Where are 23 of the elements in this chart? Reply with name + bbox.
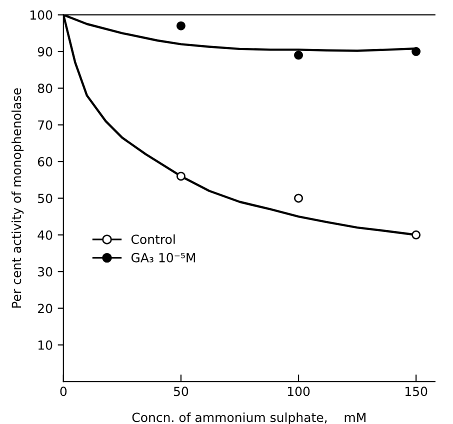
x-tick-label: 0 xyxy=(60,386,67,396)
point xyxy=(412,230,421,240)
legend-label: Control xyxy=(131,234,175,244)
x-tick-label: 100 xyxy=(288,386,310,396)
x-tick-label: 150 xyxy=(406,386,428,396)
y-tick-label: 70 xyxy=(38,120,52,130)
y-tick-label: 100 xyxy=(30,10,52,20)
x-tick-label: 50 xyxy=(174,386,188,396)
y-tick-label: 80 xyxy=(38,84,52,94)
point xyxy=(294,194,304,203)
legend-label: GA₃ 10⁻⁵M xyxy=(131,252,196,262)
y-tick-label: 20 xyxy=(38,304,52,314)
y-tick-label: 50 xyxy=(38,194,52,204)
y-tick-label: 90 xyxy=(38,46,52,56)
point xyxy=(412,47,421,56)
point xyxy=(176,21,186,30)
y-axis-title: Per cent activity of monophenolase xyxy=(11,88,24,308)
point xyxy=(176,172,186,181)
y-tick-label: 40 xyxy=(38,230,52,240)
y-tick-label: 30 xyxy=(38,267,52,276)
y-tick-label: 10 xyxy=(38,340,52,350)
y-tick-label: 60 xyxy=(38,157,52,166)
point xyxy=(294,50,304,60)
